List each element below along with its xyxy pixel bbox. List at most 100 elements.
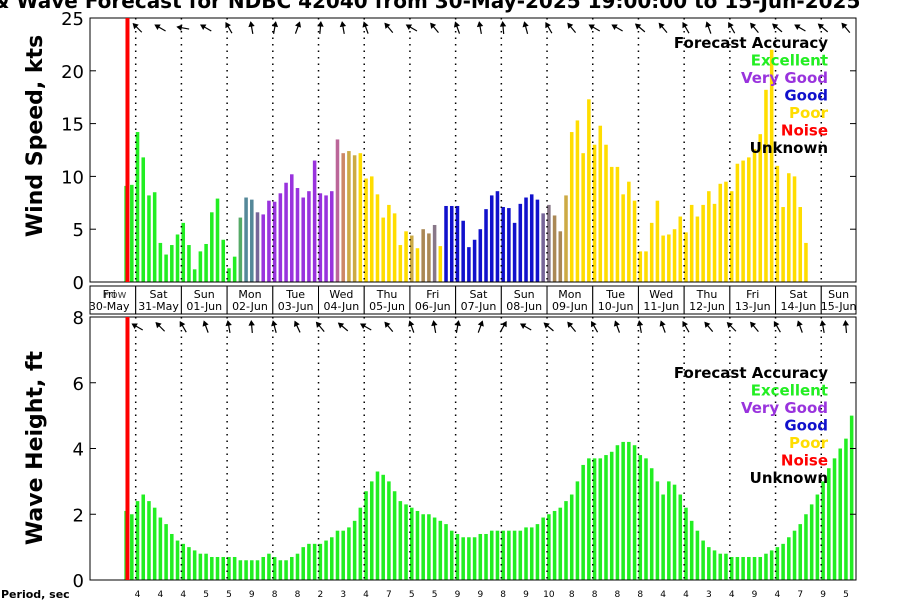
wind-bar — [695, 216, 700, 282]
wave-bar — [232, 556, 237, 580]
wave-direction-arrow — [636, 320, 644, 334]
day-date-label: 01-Jun — [186, 300, 222, 313]
wave-bar — [809, 504, 814, 580]
wind-bar — [404, 231, 408, 282]
wind-bar — [672, 229, 677, 282]
wind-bar — [238, 217, 243, 282]
day-weekday-label: Wed — [649, 288, 673, 301]
day-weekday-label: Thu — [696, 288, 718, 301]
chart-title: & Wave Forecast for NDBC 42040 from 30-M… — [0, 0, 860, 13]
wind-y-tick-label: 20 — [61, 62, 84, 83]
wind-bar — [318, 193, 323, 282]
wind-direction-arrow — [794, 24, 806, 32]
wave-bar — [844, 438, 848, 580]
day-date-label: 13-Jun — [735, 300, 771, 313]
wind-bar — [301, 197, 305, 282]
wave-bar — [244, 560, 248, 580]
arrow-head — [841, 22, 848, 29]
wind-y-axis-label: Wind Speed, kts — [23, 35, 48, 237]
wave-bar — [398, 501, 403, 580]
wave-bar — [238, 560, 243, 580]
wave-bar — [455, 533, 460, 580]
arrow-head — [499, 21, 507, 27]
wind-bar — [307, 191, 311, 282]
wave-bar — [444, 524, 448, 580]
arrow-head — [248, 21, 255, 28]
wave-bar — [655, 481, 660, 581]
wave-bar — [827, 468, 831, 580]
wind-bar — [627, 181, 631, 282]
wave-bar — [695, 530, 700, 580]
wind-direction-arrow — [588, 24, 601, 32]
wave-bar — [352, 520, 357, 580]
wind-bar — [387, 204, 391, 282]
wind-bar — [347, 151, 351, 282]
wave-bar — [609, 451, 614, 580]
wave-bar — [461, 537, 465, 580]
wave-bar — [341, 530, 345, 580]
arrow-head — [705, 21, 712, 28]
wave-bar — [815, 494, 820, 580]
wind-bar — [221, 239, 225, 282]
wind-direction-arrow — [248, 21, 255, 35]
arrow-head — [611, 24, 618, 31]
day-weekday-label: Tue — [605, 288, 625, 301]
wind-bar — [764, 89, 768, 282]
wave-bar — [152, 507, 157, 580]
wind-bar — [804, 242, 808, 282]
wind-bar — [792, 176, 797, 282]
wave-bar — [255, 560, 260, 580]
day-weekday-label: Mon — [238, 288, 261, 301]
period-value: 8 — [272, 590, 278, 600]
wave-y-tick-label: 4 — [73, 440, 84, 461]
wave-bar — [524, 527, 528, 580]
wave-bar — [135, 501, 140, 580]
day-box — [729, 285, 777, 315]
period-value: 9 — [477, 590, 483, 600]
wind-bar — [335, 139, 340, 282]
wave-bar — [535, 524, 540, 580]
wave-bar — [707, 547, 711, 581]
wave-bar — [438, 520, 443, 580]
wind-bar — [381, 217, 385, 282]
wave-bar — [804, 514, 808, 580]
wind-panel: 0 5 10 15 20 25 — [61, 9, 857, 294]
wind-direction-arrow — [634, 23, 646, 33]
wind-direction-arrow — [132, 23, 143, 33]
wave-bar — [250, 560, 254, 580]
period-value: 4 — [158, 590, 164, 600]
wind-direction-arrow — [772, 23, 783, 33]
wind-bar — [135, 132, 140, 282]
wind-bar — [290, 174, 294, 282]
arrow-head — [362, 21, 369, 28]
wind-direction-arrow — [682, 21, 690, 34]
wave-bar — [158, 517, 163, 580]
wave-direction-arrow — [519, 323, 532, 331]
arrow-head — [750, 321, 757, 328]
day-date-label: 15-Jun — [821, 300, 857, 313]
wind-bar — [467, 247, 471, 282]
wind-direction-arrow — [841, 22, 851, 33]
day-box — [409, 285, 457, 315]
wind-bar — [369, 176, 374, 282]
wave-bar — [592, 458, 597, 580]
wind-bar — [158, 242, 163, 282]
wave-bar — [284, 560, 288, 580]
wave-direction-arrow — [131, 323, 144, 331]
wave-legend-item: Very Good — [741, 399, 828, 417]
wind-bar — [272, 201, 277, 282]
wave-bar — [632, 445, 637, 580]
wave-bar — [210, 556, 214, 580]
arrow-head — [271, 320, 278, 327]
day-date-label: 08-Jun — [506, 300, 542, 313]
wind-bar — [684, 232, 688, 282]
day-box — [135, 285, 182, 315]
wave-direction-arrow — [659, 320, 666, 333]
wave-bar — [495, 530, 500, 580]
wave-direction-arrow — [682, 320, 690, 333]
wave-bar — [324, 540, 328, 580]
wave-bar — [724, 553, 728, 580]
day-box — [683, 285, 731, 315]
wind-bar — [541, 213, 545, 282]
